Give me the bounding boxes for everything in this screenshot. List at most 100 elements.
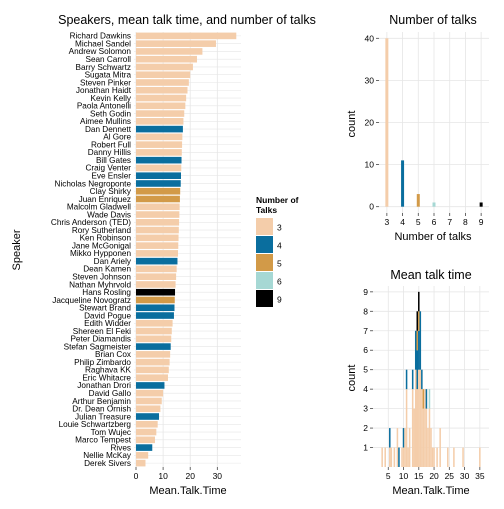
- speaker-tick-label: Barry Schwartz: [75, 63, 131, 72]
- histogram-bar: [404, 428, 406, 467]
- speaker-tick-label: Eve Ensler: [91, 172, 131, 181]
- legend-label: 5: [277, 259, 282, 269]
- y-tick-label: 7: [363, 326, 368, 336]
- speaker-tick-label: Craig Venter: [85, 164, 131, 173]
- legend-swatch: [256, 290, 273, 307]
- legend-swatch: [256, 272, 273, 289]
- histogram-bar: [462, 447, 464, 467]
- bar: [136, 125, 183, 133]
- bar: [432, 202, 436, 207]
- histogram-bar: [418, 330, 420, 370]
- histogram-bar: [424, 389, 426, 467]
- x-tick-label: 25: [445, 471, 455, 481]
- histogram-bar: [427, 428, 429, 467]
- speaker-tick-label: Michael Sandel: [75, 39, 131, 48]
- speaker-tick-label: Dean Kamen: [83, 265, 131, 274]
- bar: [136, 327, 172, 335]
- bar: [136, 389, 164, 397]
- legend-title: Number of: [256, 195, 299, 205]
- x-tick-label: 8: [463, 217, 468, 227]
- histogram-bar: [401, 447, 403, 467]
- histogram-bar: [418, 369, 420, 467]
- x-tick-label: 5: [386, 471, 391, 481]
- y-tick-label: 9: [363, 287, 368, 297]
- legend-label: 9: [277, 295, 282, 305]
- histogram-bar: [431, 447, 434, 467]
- speaker-tick-label: Jacqueline Novogratz: [52, 296, 131, 305]
- histogram-bar: [428, 408, 431, 467]
- bar: [136, 102, 186, 110]
- x-tick-label: 3: [384, 217, 389, 227]
- bar: [136, 180, 181, 187]
- legend-swatch: [256, 254, 273, 271]
- y-tick-label: 30: [365, 75, 375, 85]
- speaker-tick-label: Al Gore: [103, 133, 131, 142]
- speaker-tick-label: Steven Johnson: [72, 272, 131, 281]
- y-axis-label: count: [346, 111, 358, 138]
- bar: [136, 351, 171, 358]
- x-tick-label: 0: [134, 471, 139, 481]
- speaker-tick-label: Eric Whitacre: [82, 373, 131, 382]
- speaker-tick-label: Wade Davis: [87, 210, 131, 219]
- histogram-bar: [411, 369, 414, 390]
- bar: [136, 459, 146, 467]
- speaker-tick-label: Nicholas Negroponte: [55, 179, 132, 188]
- histogram-bar: [453, 447, 455, 467]
- bar: [136, 413, 160, 420]
- speaker-tick-label: Steven Pinker: [80, 78, 131, 87]
- histogram-bar: [425, 389, 428, 409]
- histogram-bar: [413, 408, 415, 467]
- histogram-bar: [433, 447, 435, 467]
- bar: [136, 366, 169, 374]
- histogram-bar: [384, 447, 386, 467]
- speaker-tick-label: Jonathan Haidt: [76, 86, 132, 95]
- histogram-bar: [418, 291, 420, 312]
- histogram-bar: [416, 350, 419, 390]
- bar: [136, 133, 183, 141]
- bar: [136, 397, 162, 405]
- histogram-bar: [416, 330, 419, 351]
- bar: [136, 141, 183, 148]
- speaker-tick-label: Dan Dennett: [85, 125, 132, 134]
- histogram-bar: [402, 447, 405, 467]
- y-tick-label: 3: [363, 404, 368, 414]
- mean-talk-time-histogram: 5 10 15 20 25 30 35 1 2 3 4 5 6 7 8 9 Mean talk time Mean…: [346, 268, 489, 497]
- bar: [136, 110, 185, 117]
- bar: [136, 71, 191, 79]
- speaker-tick-label: Clay Shirky: [90, 187, 132, 196]
- histogram-bar: [405, 369, 408, 390]
- histogram-bar: [447, 447, 449, 467]
- speaker-tick-label: Marco Tempest: [75, 436, 132, 445]
- speaker-tick-label: Sugata Mitra: [85, 71, 132, 80]
- speaker-tick-label: Nellie McKay: [83, 451, 132, 460]
- bar: [136, 172, 181, 180]
- bar: [136, 118, 184, 125]
- histogram-bar: [396, 428, 399, 467]
- x-tick-label: 10: [158, 471, 168, 481]
- speaker-tick-label: Derek Sivers: [84, 459, 131, 468]
- histogram-bar: [439, 428, 441, 467]
- histogram-bar: [389, 428, 391, 448]
- bar: [136, 250, 179, 257]
- bar: [136, 55, 197, 63]
- chart-title: Number of talks: [389, 13, 477, 27]
- bar: [136, 79, 189, 86]
- speaker-tick-label: Peter Diamandis: [70, 335, 131, 344]
- speaker-tick-label: Philip Zimbardo: [74, 358, 131, 367]
- y-tick-label: 0: [369, 202, 374, 212]
- histogram-bar: [416, 311, 419, 331]
- bar: [136, 452, 149, 459]
- histogram-bar: [428, 389, 431, 409]
- y-tick-label: 40: [365, 33, 375, 43]
- speaker-tick-label: Kevin Kelly: [90, 94, 131, 103]
- bar: [136, 428, 157, 436]
- bar: [136, 343, 171, 350]
- speaker-tick-label: Louie Schwartzberg: [59, 420, 132, 429]
- speaker-tick-label: Stefan Sagmeister: [64, 342, 132, 351]
- x-tick-label: 20: [185, 471, 195, 481]
- histogram-bar: [390, 447, 393, 467]
- legend-label: 4: [277, 241, 282, 251]
- bar: [136, 48, 203, 55]
- legend-label: 6: [277, 277, 282, 287]
